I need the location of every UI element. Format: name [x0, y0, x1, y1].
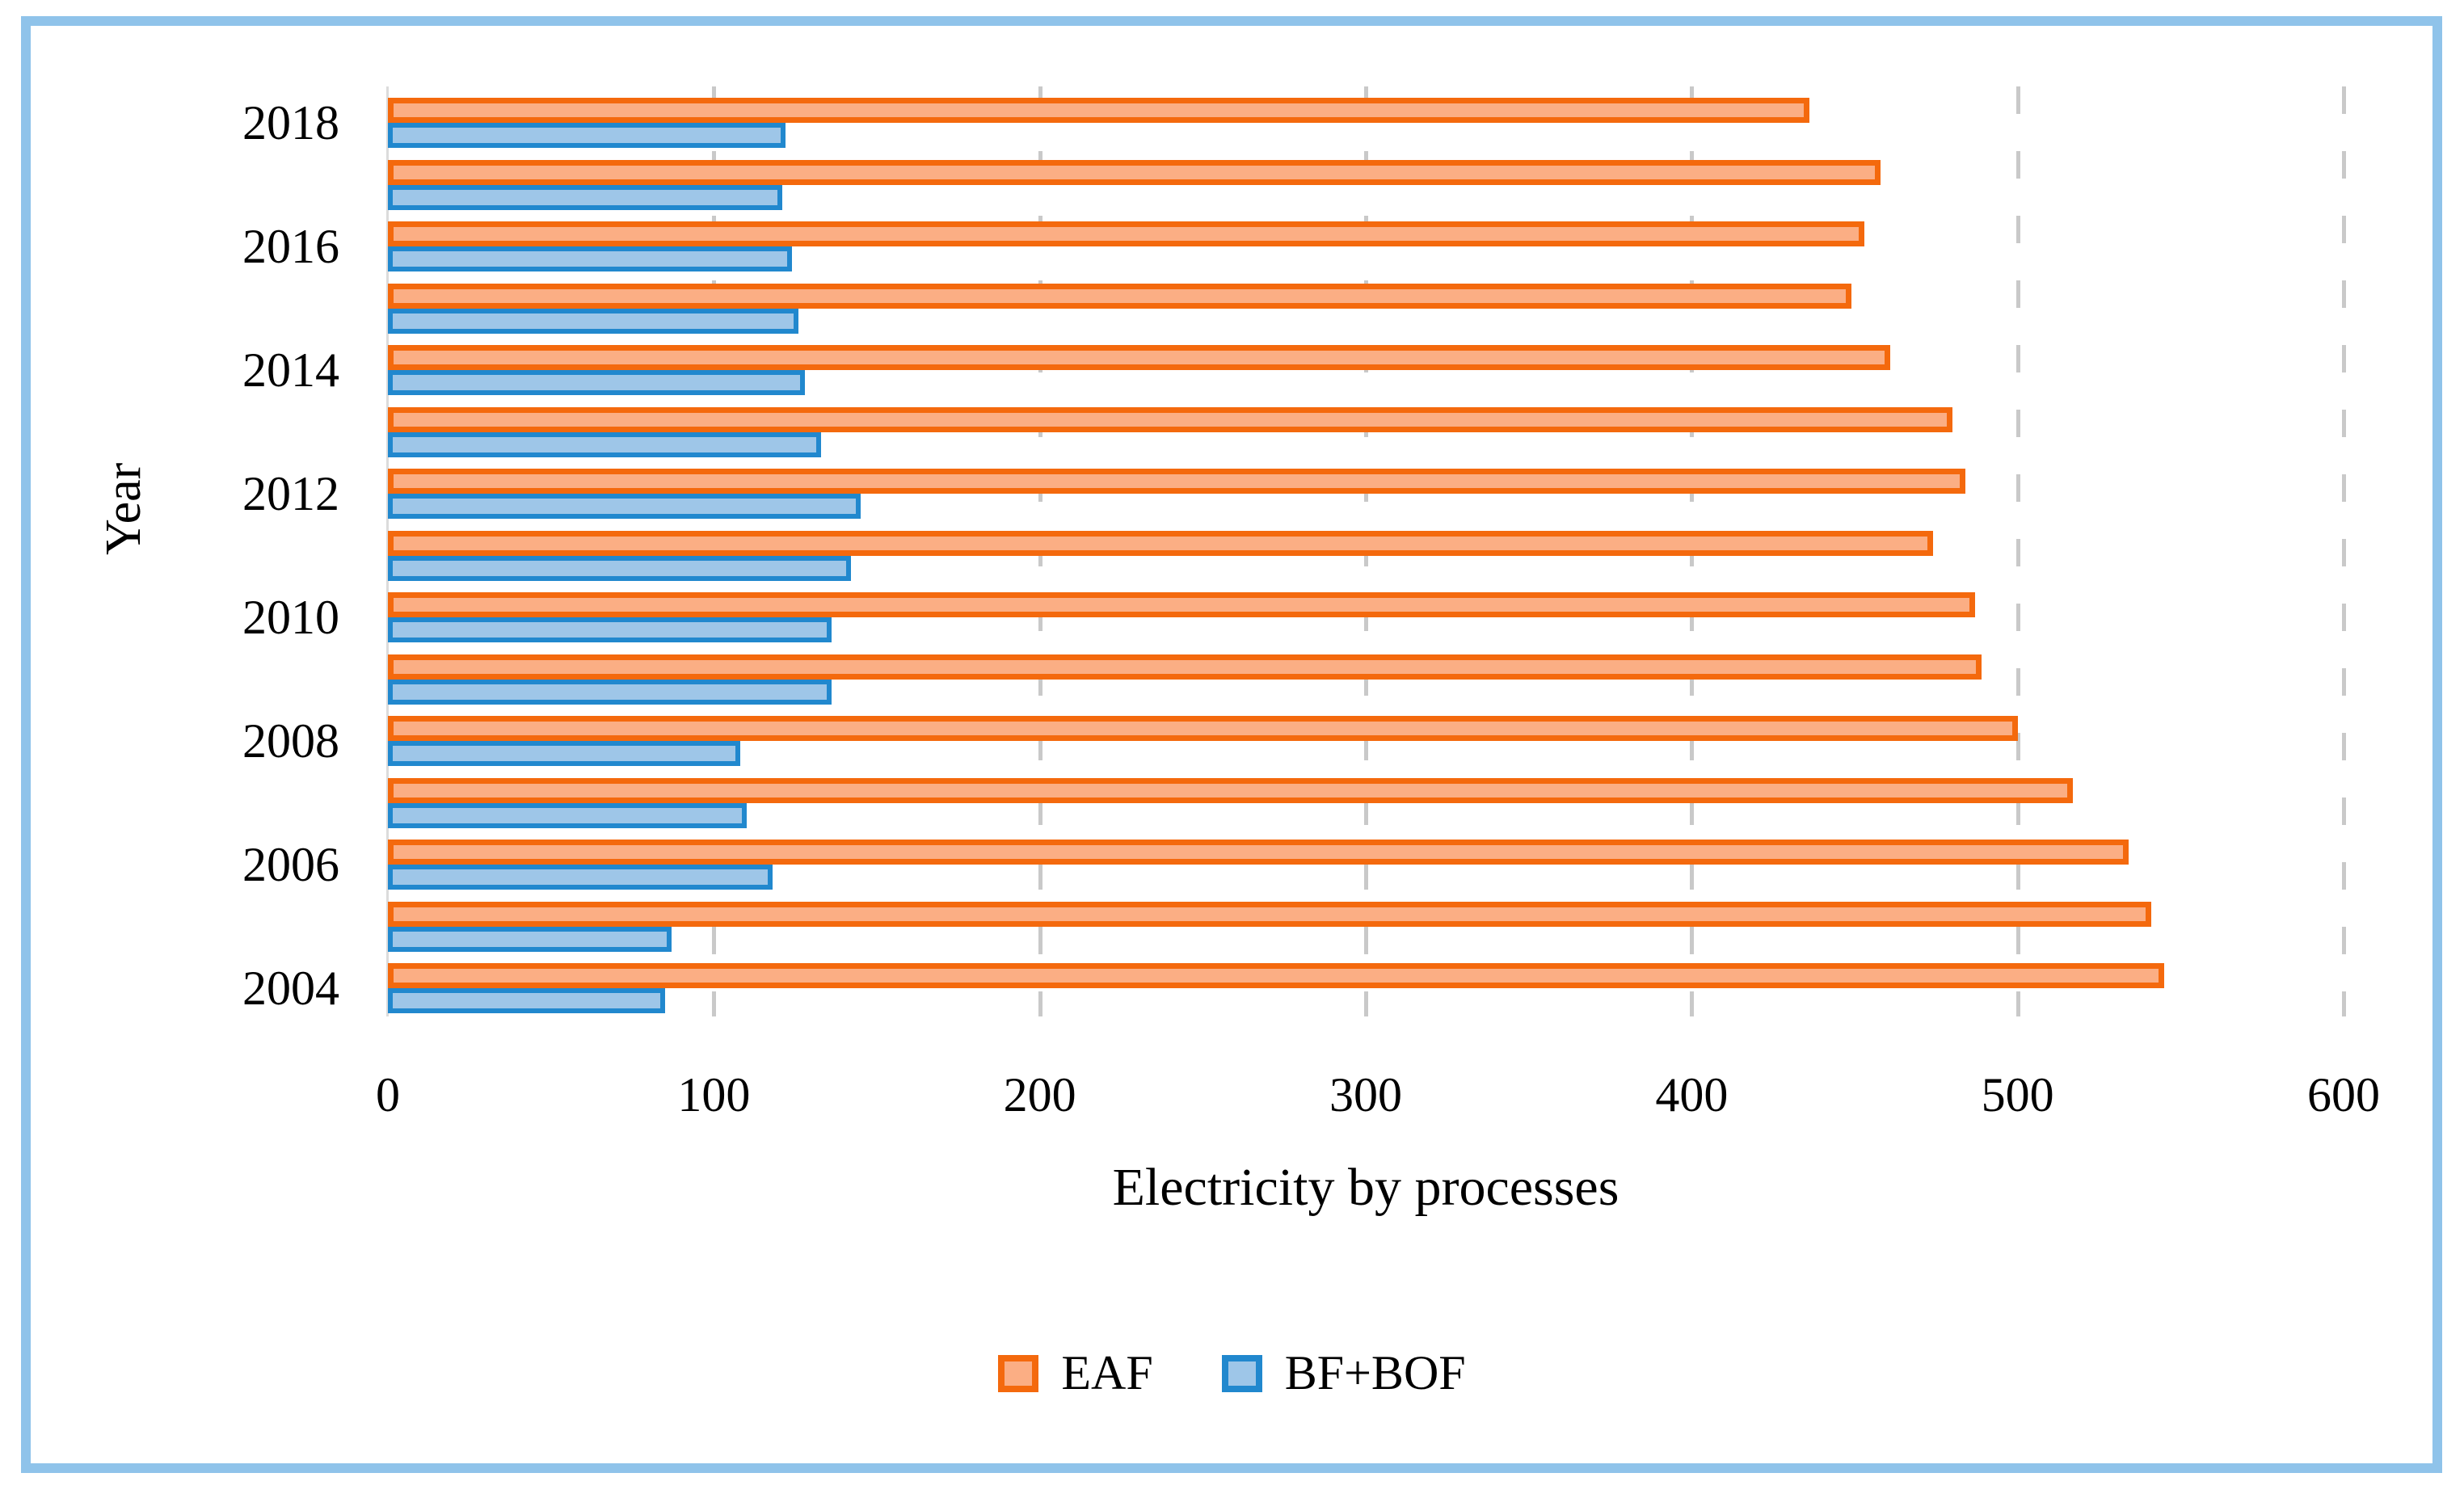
- bar-eaf-2004: [388, 963, 2165, 988]
- bar-bfbof-2018: [388, 123, 786, 148]
- legend-item-bfbof: BF+BOF: [1221, 1335, 1466, 1412]
- figure-border: [21, 16, 2442, 1473]
- bar-bfbof-2012: [388, 494, 861, 519]
- bar-eaf-2005: [388, 901, 2152, 927]
- bar-eaf-2014: [388, 345, 1891, 370]
- bar-eaf-2013: [388, 406, 1952, 432]
- bar-eaf-2015: [388, 283, 1851, 309]
- xtick-100: 100: [677, 1068, 751, 1122]
- gridline-600: [2342, 86, 2346, 1016]
- legend-item-eaf: EAF: [998, 1335, 1153, 1412]
- xtick-200: 200: [1003, 1068, 1076, 1122]
- bar-eaf-2017: [388, 159, 1881, 185]
- ytick-2016: 2016: [242, 220, 339, 273]
- ytick-2012: 2012: [242, 467, 339, 520]
- ytick-2018: 2018: [242, 96, 339, 149]
- bar-bfbof-2005: [388, 926, 672, 952]
- bar-eaf-2009: [388, 654, 1982, 680]
- legend-label-bfbof: BF+BOF: [1284, 1346, 1466, 1399]
- legend-label-eaf: EAF: [1061, 1346, 1153, 1399]
- bar-bfbof-2013: [388, 431, 822, 457]
- gridline-500: [2015, 86, 2020, 1016]
- bar-bfbof-2010: [388, 617, 832, 642]
- bar-bfbof-2016: [388, 246, 793, 271]
- bar-bfbof-2017: [388, 184, 783, 210]
- zero-axis-line: [386, 86, 389, 1016]
- bar-eaf-2018: [388, 98, 1809, 123]
- bar-bfbof-2015: [388, 308, 799, 334]
- bar-eaf-2007: [388, 777, 2074, 803]
- bar-bfbof-2014: [388, 370, 806, 395]
- xtick-300: 300: [1329, 1068, 1402, 1122]
- bar-bfbof-2004: [388, 988, 665, 1013]
- ytick-2006: 2006: [242, 838, 339, 891]
- bar-eaf-2016: [388, 221, 1865, 246]
- ytick-2010: 2010: [242, 591, 339, 644]
- bar-bfbof-2007: [388, 802, 747, 828]
- bar-eaf-2008: [388, 716, 2018, 741]
- bar-eaf-2010: [388, 592, 1976, 617]
- plot-area: [386, 86, 2346, 1016]
- xtick-0: 0: [376, 1068, 400, 1122]
- xtick-500: 500: [1981, 1068, 2054, 1122]
- xtick-400: 400: [1655, 1068, 1729, 1122]
- xtick-600: 600: [2307, 1068, 2380, 1122]
- bar-eaf-2012: [388, 469, 1966, 494]
- x-axis-title: Electricity by processes: [1112, 1158, 1620, 1217]
- ytick-2008: 2008: [242, 714, 339, 768]
- bar-bfbof-2009: [388, 679, 832, 705]
- bar-eaf-2011: [388, 530, 1933, 556]
- ytick-2004: 2004: [242, 962, 339, 1015]
- bar-bfbof-2008: [388, 741, 740, 766]
- ytick-2014: 2014: [242, 343, 339, 397]
- legend: EAF BF+BOF: [0, 1335, 2464, 1412]
- bar-eaf-2006: [388, 840, 2129, 865]
- bar-bfbof-2011: [388, 555, 851, 581]
- bar-bfbof-2006: [388, 865, 773, 890]
- legend-swatch-eaf-icon: [998, 1354, 1039, 1392]
- legend-swatch-bfbof-icon: [1221, 1354, 1262, 1392]
